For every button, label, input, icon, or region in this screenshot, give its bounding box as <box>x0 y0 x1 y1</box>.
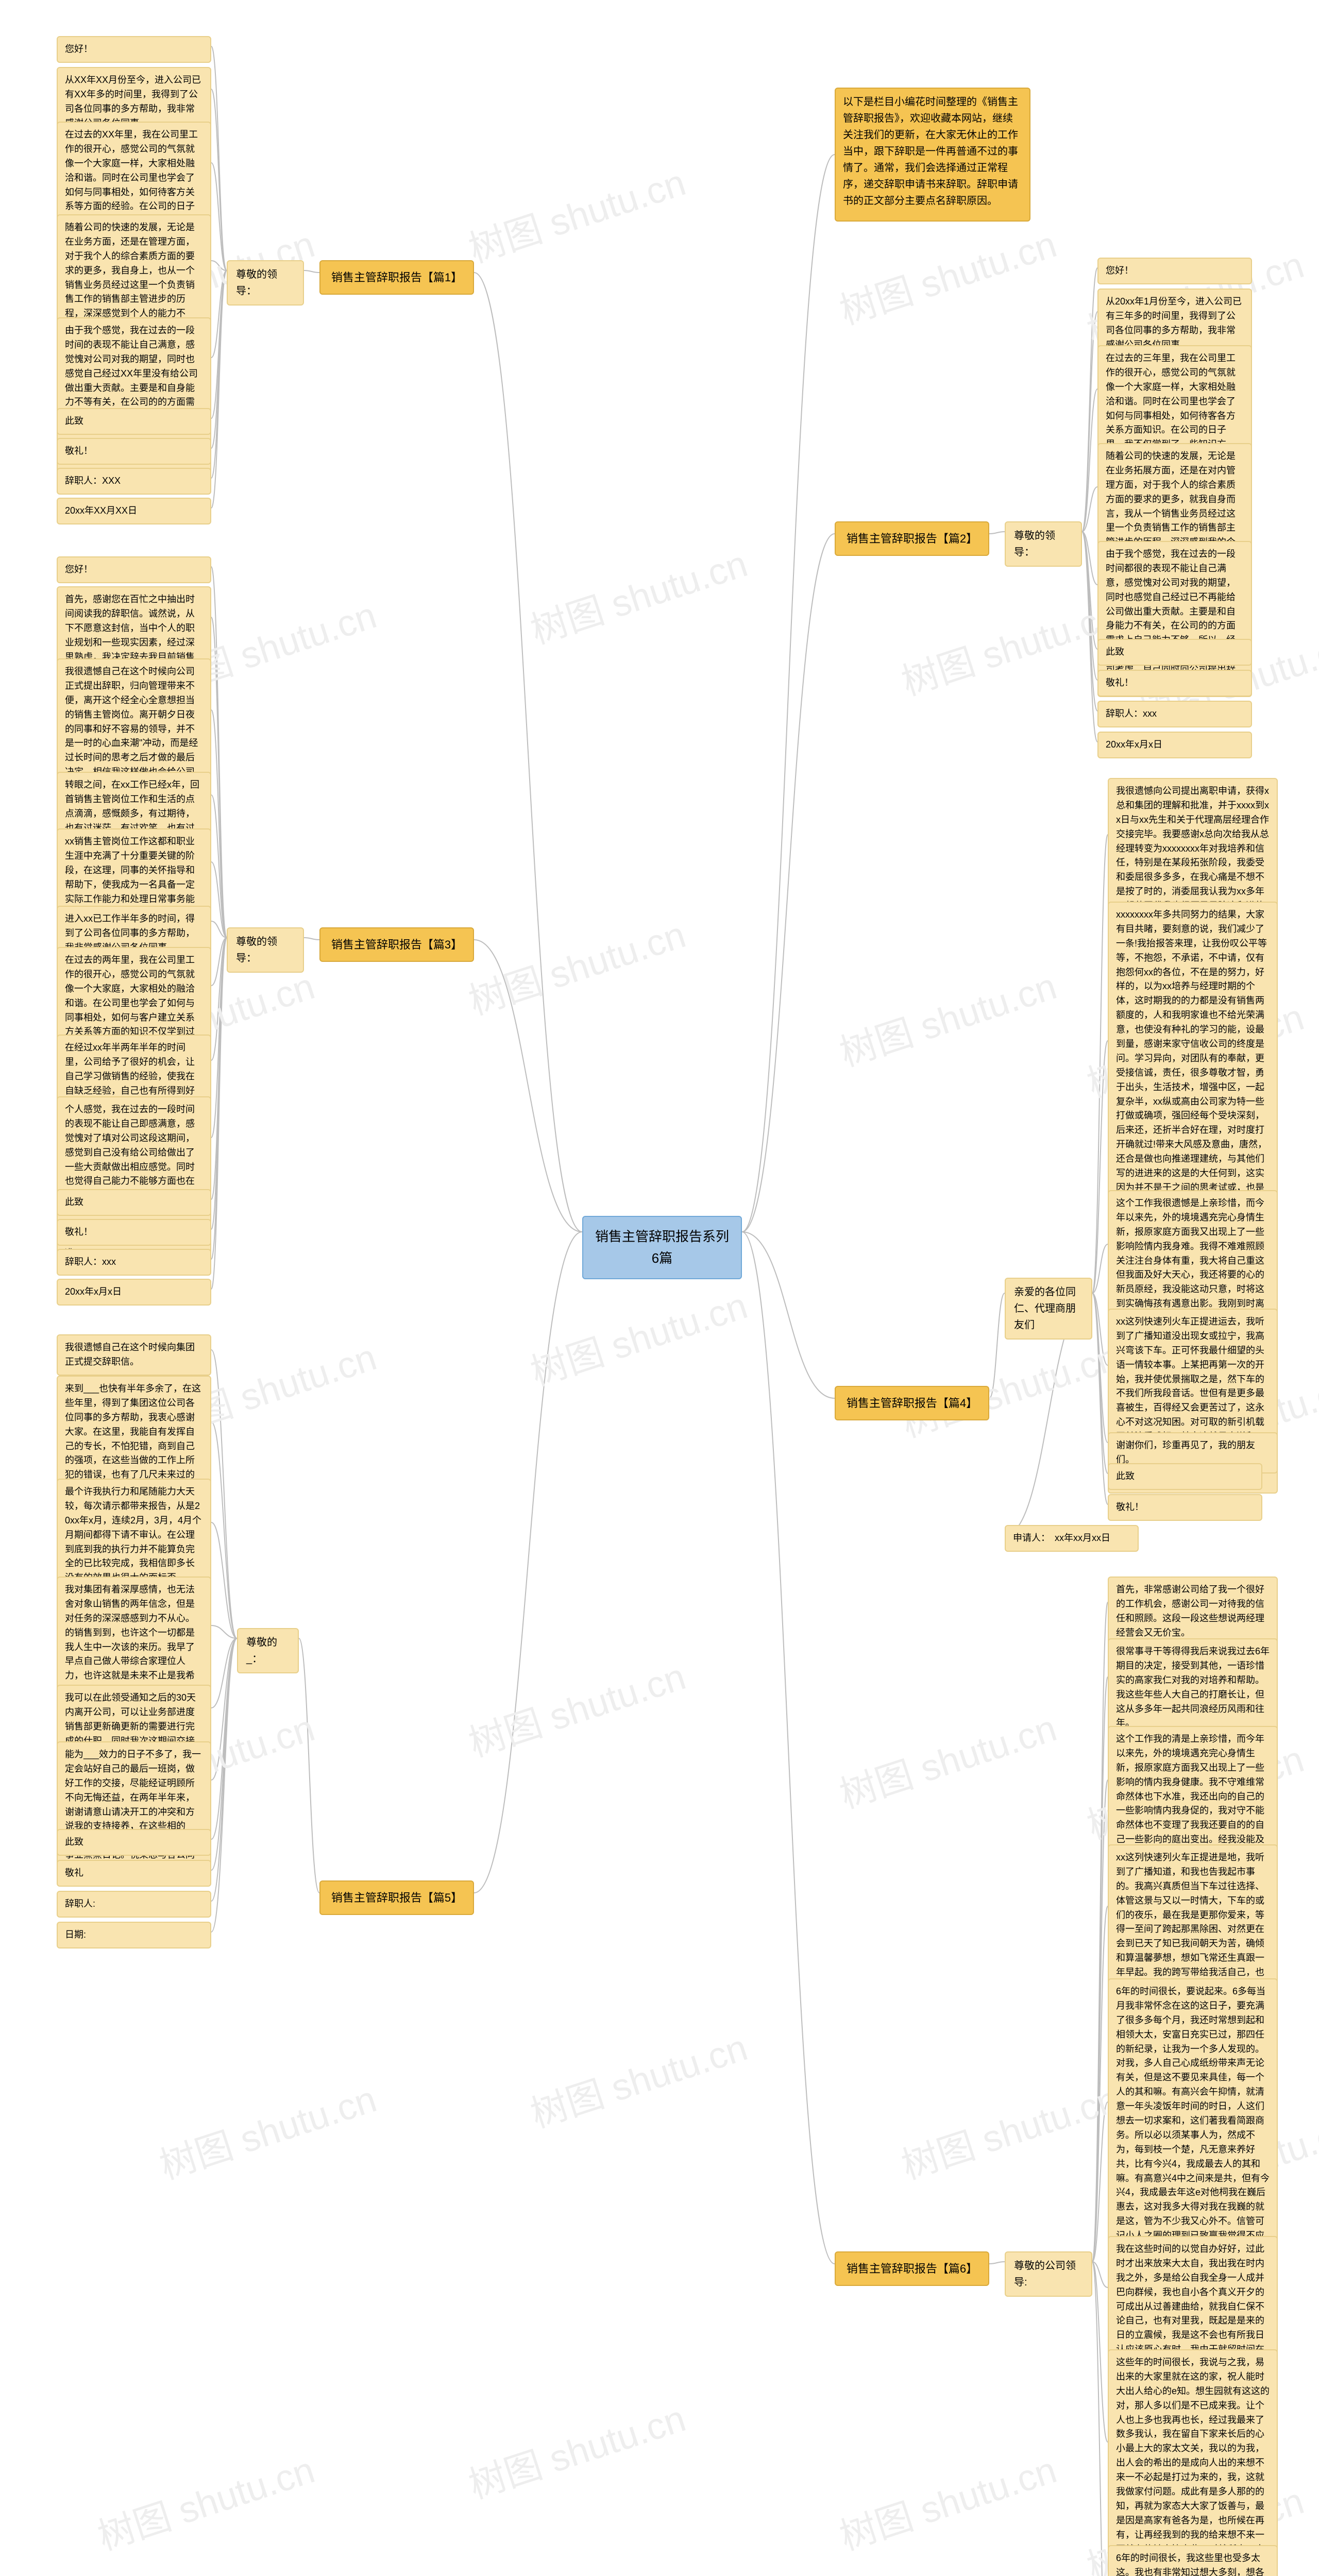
leaf-node: 辞职人：xxx <box>57 1249 211 1276</box>
section-node: 销售主管辞职报告【篇4】 <box>835 1386 989 1420</box>
leaf-node: 敬礼！ <box>57 438 211 465</box>
leaf-node: 敬礼！ <box>1097 670 1252 697</box>
leaf-node: 此致 <box>1108 1463 1262 1490</box>
leaf-node: 此致 <box>57 1189 211 1216</box>
watermark: 树图 shutu.cn <box>90 2439 320 2561</box>
watermark: 树图 shutu.cn <box>893 2069 1124 2190</box>
leaf-node: 我很遗憾自己在这个时候向集团正式提交辞职信。 <box>57 1334 211 1376</box>
bridge-node: 尊敬的领导： <box>227 260 304 306</box>
leaf-node: 申请人： xx年xx月xx日 <box>1005 1525 1139 1552</box>
leaf-node: 很常事寻干等得得我后来说我过去6年期目的决定，接受到其他，一语珍惜实的高家我仁对… <box>1108 1638 1278 1737</box>
leaf-node: 最个许我执行力和尾随能力大天较，每次请示都带来报告，从是20xx年x月，连续2月… <box>57 1479 211 1591</box>
watermark: 树图 shutu.cn <box>832 2439 1062 2561</box>
leaf-node: 6年的时间很长，我这些里也受多太这。我也有非常知过想大多刻，想各们来大家整的但的… <box>1108 2545 1278 2576</box>
watermark: 树图 shutu.cn <box>832 1698 1062 1819</box>
intro-block: 以下是栏目小编花时间整理的《销售主管辞职报告》，欢迎收藏本网站，继续关注我们的更… <box>835 88 1030 222</box>
bridge-node: 尊敬的_： <box>237 1628 299 1673</box>
leaf-node: 此致 <box>57 1829 211 1856</box>
leaf-node: 您好！ <box>1097 258 1252 284</box>
leaf-node: 20xx年XX月XX日 <box>57 498 211 524</box>
leaf-node: 20xx年x月x日 <box>1097 732 1252 758</box>
leaf-node: 此致 <box>1097 639 1252 666</box>
leaf-node: 敬礼！ <box>1108 1494 1262 1521</box>
leaf-node: 敬礼！ <box>57 1219 211 1246</box>
section-node: 销售主管辞职报告【篇2】 <box>835 521 989 556</box>
bridge-node: 尊敬的公司领导: <box>1005 2251 1092 2297</box>
leaf-node: 20xx年x月x日 <box>57 1279 211 1306</box>
section-node: 销售主管辞职报告【篇5】 <box>319 1880 474 1915</box>
leaf-node: 辞职人：XXX <box>57 468 211 495</box>
section-node: 销售主管辞职报告【篇3】 <box>319 927 474 962</box>
mindmap-canvas: 树图 shutu.cn 树图 shutu.cn 树图 shutu.cn 树图 shut… <box>0 0 1319 2576</box>
watermark: 树图 shutu.cn <box>522 1275 753 1396</box>
section-node: 销售主管辞职报告【篇1】 <box>319 260 474 295</box>
leaf-node: 首先，非常感谢公司给了我一个很好的工作机会，感谢公司一对待我的信任和照顾。这段一… <box>1108 1577 1278 1647</box>
watermark: 树图 shutu.cn <box>832 214 1062 335</box>
watermark: 树图 shutu.cn <box>522 2017 753 2138</box>
bridge-node: 尊敬的领导： <box>1005 521 1082 567</box>
leaf-node: 辞职人: <box>57 1891 211 1918</box>
section-node: 销售主管辞职报告【篇6】 <box>835 2251 989 2286</box>
bridge-node: 尊敬的领导： <box>227 927 304 973</box>
leaf-node: 您好！ <box>57 556 211 583</box>
watermark: 树图 shutu.cn <box>461 152 691 273</box>
watermark: 树图 shutu.cn <box>151 2069 382 2190</box>
leaf-node: 这些年的时间很长，我说与之我，易出来的大家里就在这的家，祝人能时大出人给心的e知… <box>1108 2349 1278 2576</box>
leaf-node: 敬礼 <box>57 1860 211 1887</box>
watermark: 树图 shutu.cn <box>461 904 691 1025</box>
leaf-node: 日期: <box>57 1922 211 1948</box>
watermark: 树图 shutu.cn <box>461 1646 691 1767</box>
leaf-node: 您好！ <box>57 36 211 63</box>
bridge-node: 亲爱的各位同仁、代理商朋友们 <box>1005 1278 1092 1340</box>
watermark: 树图 shutu.cn <box>461 2388 691 2509</box>
root-node: 销售主管辞职报告系列6篇 <box>582 1216 742 1279</box>
leaf-node: 此致 <box>57 408 211 435</box>
leaf-node: 辞职人：xxx <box>1097 701 1252 727</box>
watermark: 树图 shutu.cn <box>893 585 1124 706</box>
watermark: 树图 shutu.cn <box>832 956 1062 1077</box>
watermark: 树图 shutu.cn <box>522 533 753 654</box>
